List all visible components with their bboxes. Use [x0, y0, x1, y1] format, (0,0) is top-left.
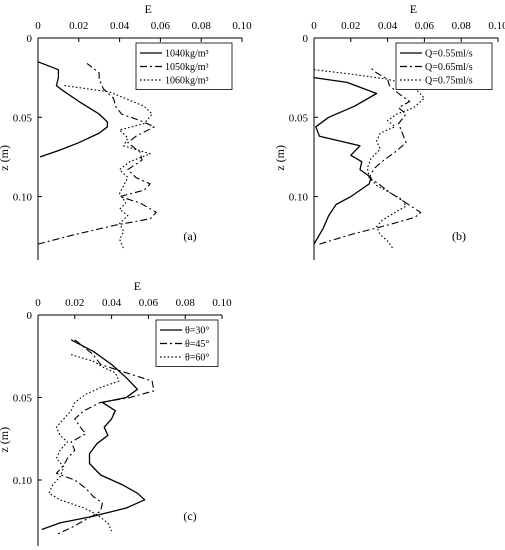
- panel-label: (c): [183, 509, 196, 523]
- y-tick-label: 0: [27, 33, 33, 45]
- x-tick-label: 0: [35, 297, 41, 309]
- legend-label: 1040kg/m³: [165, 49, 209, 60]
- y-tick-label: 0: [27, 310, 33, 322]
- x-tick-label: 0.06: [151, 20, 171, 32]
- panel-label: (a): [183, 229, 196, 243]
- x-tick-label: 0.04: [378, 20, 398, 32]
- y-tick-label: 0.05: [13, 393, 33, 405]
- x-tick-label: 0: [311, 20, 317, 32]
- y-tick-label: 0.10: [13, 192, 33, 204]
- legend-label: θ=60°: [185, 353, 209, 364]
- series-line-dotted: [48, 354, 120, 532]
- legend-label: θ=30°: [185, 326, 209, 337]
- legend-label: Q=0.65ml/s: [425, 62, 473, 73]
- series-line-dashdot: [55, 339, 155, 536]
- y-tick-label: 0.10: [289, 192, 309, 204]
- x-tick-label: 0.04: [110, 20, 130, 32]
- series-line-solid: [313, 76, 378, 245]
- x-axis-label: E: [410, 2, 417, 16]
- series-line-dotted: [64, 85, 153, 250]
- x-tick-label: 0.08: [452, 20, 472, 32]
- series-line-dotted: [313, 69, 425, 250]
- series-line-solid: [37, 61, 109, 158]
- x-tick-label: 0.04: [102, 297, 122, 309]
- x-tick-label: 0.06: [139, 297, 159, 309]
- y-axis-label: z (m): [273, 145, 287, 171]
- series-line-dashdot: [319, 66, 422, 245]
- x-axis-label: E: [134, 279, 141, 293]
- panel-a: 0 0.02 0.04 0.06 0.08 0.10 E 0 0.05 0.10 z (m) 1040…: [0, 2, 252, 260]
- legend-label: 1060kg/m³: [165, 76, 209, 87]
- legend-label: Q=0.55ml/s: [425, 49, 473, 60]
- series-line-solid: [41, 339, 146, 531]
- legend-label: θ=45°: [185, 339, 209, 350]
- legend-label: Q=0.75ml/s: [425, 76, 473, 87]
- y-axis-label: z (m): [0, 427, 11, 453]
- y-tick-label: 0.05: [13, 112, 33, 124]
- x-axis-label: E: [144, 2, 151, 16]
- y-tick-label: 0: [303, 33, 309, 45]
- x-tick-label: 0.02: [65, 297, 84, 309]
- x-tick-label: 0.10: [212, 297, 232, 309]
- x-tick-label: 0.08: [192, 20, 212, 32]
- x-tick-label: 0.10: [232, 20, 252, 32]
- x-tick-label: 0.06: [415, 20, 435, 32]
- x-tick-label: 0.08: [176, 297, 196, 309]
- x-tick-label: 0.02: [341, 20, 360, 32]
- panel-b: 0 0.02 0.04 0.06 0.08 0.10 E 0 0.05 0.10 z (m) Q=0.…: [273, 2, 505, 260]
- legend-label: 1050kg/m³: [165, 62, 209, 73]
- x-tick-label: 0.02: [69, 20, 88, 32]
- y-tick-label: 0.10: [13, 475, 33, 487]
- y-axis-label: z (m): [0, 145, 11, 171]
- panel-label: (b): [452, 229, 466, 243]
- x-tick-label: 0.10: [488, 20, 505, 32]
- x-tick-label: 0: [35, 20, 41, 32]
- series-line-dashdot: [37, 62, 157, 245]
- y-tick-label: 0.05: [289, 112, 309, 124]
- panel-c: 0 0.02 0.04 0.06 0.08 0.10 E 0 0.05 0.10 z (m) θ=30…: [0, 279, 232, 546]
